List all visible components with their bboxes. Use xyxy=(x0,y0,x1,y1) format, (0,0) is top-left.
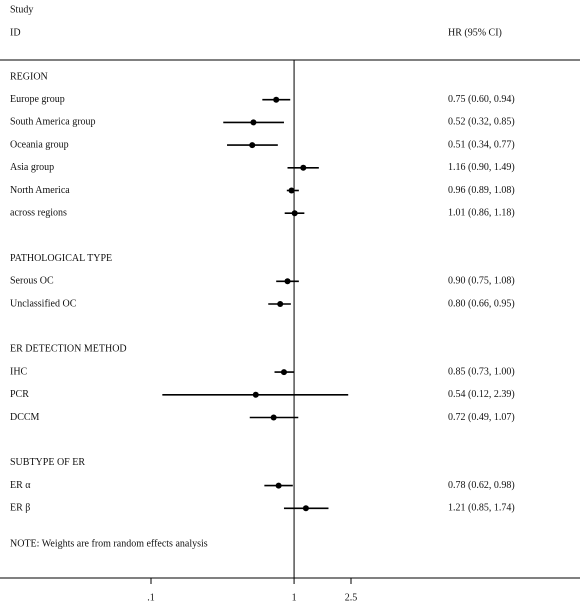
hr-point xyxy=(302,505,309,512)
x-tick-label: .1 xyxy=(147,592,155,603)
hr-point xyxy=(280,369,287,376)
hr-point xyxy=(275,482,282,489)
hr-point xyxy=(300,164,307,171)
hr-point xyxy=(252,391,259,398)
header-study: Study xyxy=(10,4,33,15)
hr-point xyxy=(250,119,257,126)
hr-point xyxy=(288,187,295,194)
value-label: 0.85 (0.73, 1.00) xyxy=(448,366,515,377)
value-label: 0.54 (0.12, 2.39) xyxy=(448,389,515,400)
header-id: ID xyxy=(10,27,21,38)
value-label: 0.80 (0.66, 0.95) xyxy=(448,298,515,309)
hr-point xyxy=(277,301,284,307)
group-label: PATHOLOGICAL TYPE xyxy=(10,253,112,264)
group-label: ER DETECTION METHOD xyxy=(10,344,127,355)
study-label: ER β xyxy=(10,503,30,514)
x-tick-label: 2.5 xyxy=(345,592,358,603)
study-label: PCR xyxy=(10,389,29,400)
study-label: Unclassified OC xyxy=(10,298,77,309)
study-label: Serous OC xyxy=(10,276,54,287)
value-label: 0.72 (0.49, 1.07) xyxy=(448,412,515,423)
value-label: 1.01 (0.86, 1.18) xyxy=(448,207,515,218)
x-tick-label: 1 xyxy=(292,592,297,603)
study-label: Europe group xyxy=(10,94,65,105)
hr-point xyxy=(270,414,277,421)
hr-point xyxy=(284,278,291,285)
study-label: North America xyxy=(10,185,70,196)
value-label: 0.75 (0.60, 0.94) xyxy=(448,94,515,105)
value-label: 0.78 (0.62, 0.98) xyxy=(448,480,515,491)
value-label: 1.16 (0.90, 1.49) xyxy=(448,162,515,173)
study-label: Asia group xyxy=(10,162,54,173)
value-label: 0.52 (0.32, 0.85) xyxy=(448,117,515,128)
study-label: Oceania group xyxy=(10,139,69,150)
study-label: DCCM xyxy=(10,412,40,423)
group-label: SUBTYPE OF ER xyxy=(10,457,85,468)
value-label: 0.90 (0.75, 1.08) xyxy=(448,276,515,287)
hr-point xyxy=(291,210,298,217)
study-label: across regions xyxy=(10,207,67,218)
study-label: South America group xyxy=(10,117,96,128)
hr-point xyxy=(273,96,280,103)
study-label: ER α xyxy=(10,480,31,491)
study-label: IHC xyxy=(10,366,28,377)
value-label: 0.51 (0.34, 0.77) xyxy=(448,139,515,150)
value-label: 1.21 (0.85, 1.74) xyxy=(448,503,515,514)
value-label: 0.96 (0.89, 1.08) xyxy=(448,185,515,196)
header-effect: HR (95% CI) xyxy=(448,27,502,38)
group-label: REGION xyxy=(10,71,48,82)
hr-point xyxy=(249,142,256,149)
note: NOTE: Weights are from random effects an… xyxy=(10,538,208,549)
